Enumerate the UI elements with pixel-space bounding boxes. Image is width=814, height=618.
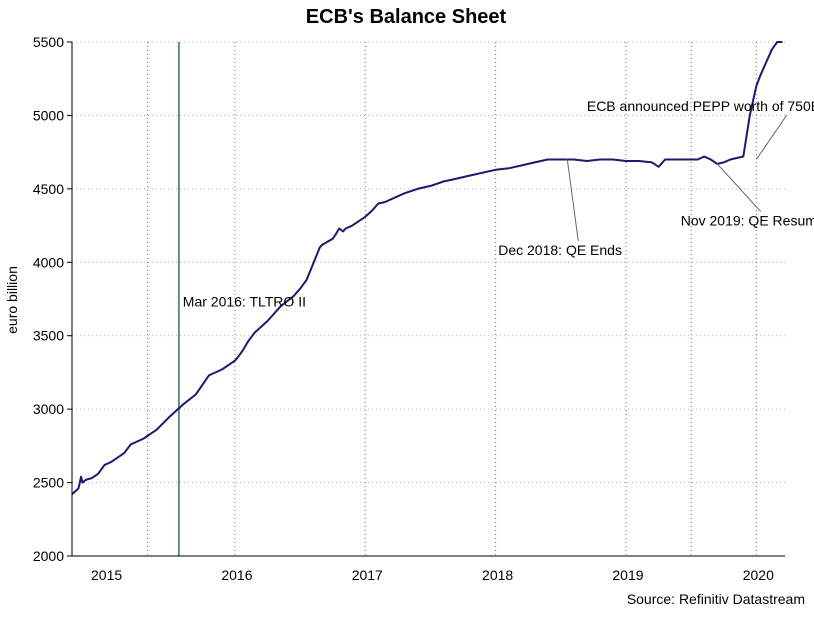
balance-sheet-line	[71, 41, 783, 496]
y-tick-label: 3000	[33, 401, 64, 417]
y-tick-label: 2500	[33, 475, 64, 491]
x-tick-label: 2020	[743, 567, 774, 583]
y-tick-label: 3500	[33, 328, 64, 344]
chart-title: ECB's Balance Sheet	[306, 6, 507, 28]
x-tick-label: 2015	[91, 567, 122, 583]
annotation-label: Mar 2016: TLTRO II	[183, 293, 306, 309]
y-tick-label: 2000	[33, 548, 64, 564]
x-tick-label: 2019	[612, 567, 643, 583]
x-tick-label: 2016	[221, 567, 252, 583]
series-layer	[71, 41, 783, 496]
annotation-label: Nov 2019: QE Resumes	[681, 213, 814, 229]
y-tick-label: 4000	[33, 254, 64, 270]
x-tick-label: 2018	[482, 567, 513, 583]
annotation-pointer	[566, 159, 579, 242]
annotation-pointer	[755, 114, 788, 160]
annotation-pointer	[716, 163, 762, 212]
source-note: Source: Refinitiv Datastream	[627, 591, 805, 607]
y-tick-label: 5500	[33, 34, 64, 50]
axes: 2000 2500 3000 3500 4000 4500 5000 5500 2015 2016…	[33, 34, 785, 583]
y-tick-label: 5000	[33, 107, 64, 123]
y-tick-label: 4500	[33, 181, 64, 197]
x-tick-label: 2017	[352, 567, 383, 583]
annotation-label: ECB announced PEPP worth of 750B euro	[587, 98, 814, 114]
grid	[72, 41, 785, 556]
y-axis-label: euro billion	[4, 266, 20, 334]
annotation-layer: Mar 2016: TLTRO II Dec 2018: QE Ends Nov 2…	[183, 98, 814, 309]
annotation-label: Dec 2018: QE Ends	[498, 242, 622, 258]
